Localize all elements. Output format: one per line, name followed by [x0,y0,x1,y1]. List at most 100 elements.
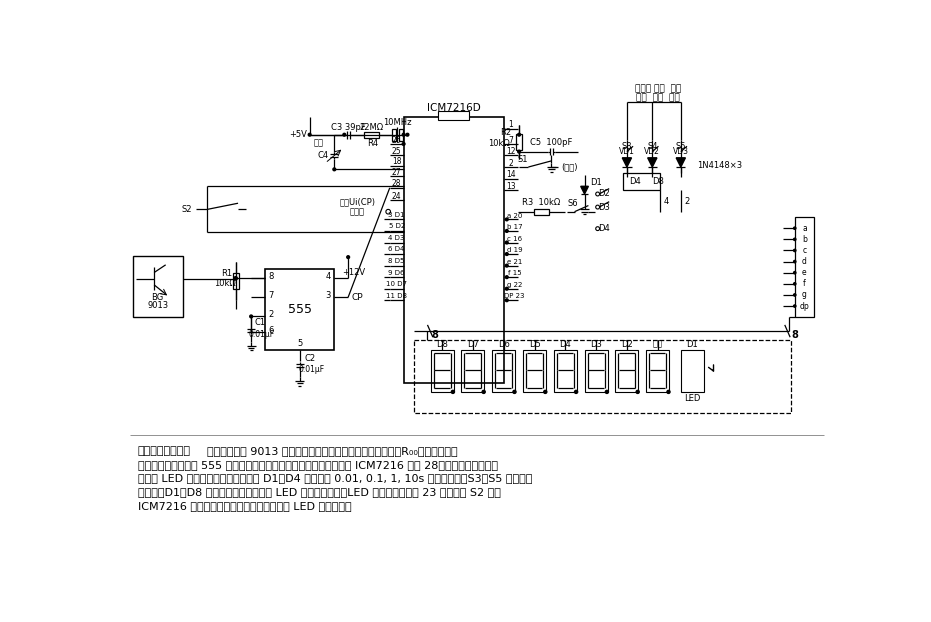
Text: BG: BG [152,294,164,302]
Text: 18: 18 [392,157,401,166]
Circle shape [343,133,345,136]
Bar [132,256,182,317]
Text: D6: D6 [498,340,509,349]
Circle shape [235,277,237,279]
Circle shape [793,305,796,307]
Bar [265,269,334,350]
Text: D8: D8 [653,177,665,186]
Text: 1N4148×3: 1N4148×3 [696,161,742,170]
Text: 10MHz: 10MHz [384,118,412,127]
Circle shape [506,276,508,279]
Bar [392,129,396,141]
Text: LED: LED [684,394,700,402]
Text: R2: R2 [500,128,511,137]
Text: 24: 24 [392,192,401,201]
Text: 8: 8 [432,330,439,340]
Text: 8: 8 [791,330,798,340]
Circle shape [506,264,508,267]
Circle shape [406,133,409,136]
Text: 26: 26 [392,136,401,144]
Bar [462,350,484,392]
Text: 0.01μF: 0.01μF [249,330,275,338]
Circle shape [506,230,508,233]
Circle shape [793,249,796,252]
Text: C3 39pF: C3 39pF [331,123,366,131]
Circle shape [402,133,405,136]
Text: 作模式。D1～D8 八条驱动线分别与八位 LED 的公共端相连，LED 的小数点都与脚 23 相连。按 S2 可使: 作模式。D1～D8 八条驱动线分别与八位 LED 的公共端相连，LED 的小数点… [138,488,501,498]
Text: D1: D1 [686,340,698,349]
Text: D5: D5 [529,340,540,349]
Text: 11 D8: 11 D8 [386,292,407,299]
Text: d: d [802,257,807,266]
Text: 6: 6 [268,326,274,335]
Text: 4: 4 [326,272,331,281]
Bar [492,350,515,392]
Text: C1: C1 [255,318,266,327]
Text: c 16: c 16 [506,236,522,242]
Bar [533,208,549,215]
Text: 外振荡: 外振荡 [350,207,365,216]
Bar [364,132,379,138]
Text: 28: 28 [392,180,401,188]
Text: 用八位 LED 逐位显示被测温度。开关 D1～D4 档位对应 0.01, 0.1, 1, 10s 不同的量程，S3～S5 可选择工: 用八位 LED 逐位显示被测温度。开关 D1～D4 档位对应 0.01, 0.1… [138,473,533,483]
Text: VD3: VD3 [673,147,689,156]
Text: (复位): (复位) [560,162,577,172]
Text: 10kΩ: 10kΩ [214,279,236,288]
Circle shape [513,391,516,394]
Text: g: g [802,290,807,299]
Circle shape [250,315,252,318]
Circle shape [346,256,349,259]
Text: R3  10kΩ: R3 10kΩ [522,198,560,207]
Text: +5V: +5V [290,130,307,139]
Circle shape [308,133,311,136]
Text: 线性变化。此变化经 555 振荡电路转换为频率，并作为输入信号送到 ICM7216 的脚 28。由其对频率计数，: 线性变化。此变化经 555 振荡电路转换为频率，并作为输入信号送到 ICM721… [138,460,498,470]
Text: 0.01μF: 0.01μF [299,365,325,374]
Text: R4: R4 [367,139,378,149]
Text: 2: 2 [684,197,690,206]
Polygon shape [622,158,631,167]
Text: D3: D3 [598,203,610,211]
Bar [523,350,546,392]
Bar [554,350,577,392]
Circle shape [333,168,336,170]
Circle shape [793,294,796,296]
Text: 3 D1: 3 D1 [388,211,405,218]
Text: VD2: VD2 [644,147,660,156]
Text: 12: 12 [506,147,516,156]
Circle shape [506,299,508,302]
Text: D8: D8 [436,340,448,349]
Text: g 22: g 22 [506,282,522,288]
Circle shape [667,391,670,394]
Text: 3: 3 [326,291,331,300]
Text: f: f [803,279,805,289]
Circle shape [506,287,508,290]
Text: D1: D1 [590,178,602,187]
Text: ICM7216D: ICM7216D [426,103,480,113]
Text: 8: 8 [268,272,274,281]
Text: 14: 14 [506,170,516,179]
Circle shape [506,241,508,244]
Text: D7: D7 [467,340,479,349]
Text: 保持: 保持 [314,138,324,147]
Text: 滢溢: 滢溢 [653,340,663,349]
Text: S4: S4 [647,142,657,151]
Bar [646,350,669,392]
Polygon shape [581,187,588,194]
Text: 1: 1 [508,120,513,129]
Text: S6: S6 [568,200,578,208]
Text: 27: 27 [392,168,401,177]
Text: b: b [802,235,807,244]
Bar [795,217,814,317]
Text: 13: 13 [506,182,516,191]
Circle shape [793,227,796,230]
Text: 8 D5: 8 D5 [388,258,405,264]
Text: 7: 7 [508,136,513,144]
Text: C4: C4 [318,151,329,160]
Text: 7: 7 [268,291,274,300]
Bar [681,350,704,392]
Text: e: e [803,268,806,277]
Text: C2: C2 [304,353,316,363]
Text: 555: 555 [288,303,312,315]
Bar [615,350,639,392]
Bar [413,340,791,414]
